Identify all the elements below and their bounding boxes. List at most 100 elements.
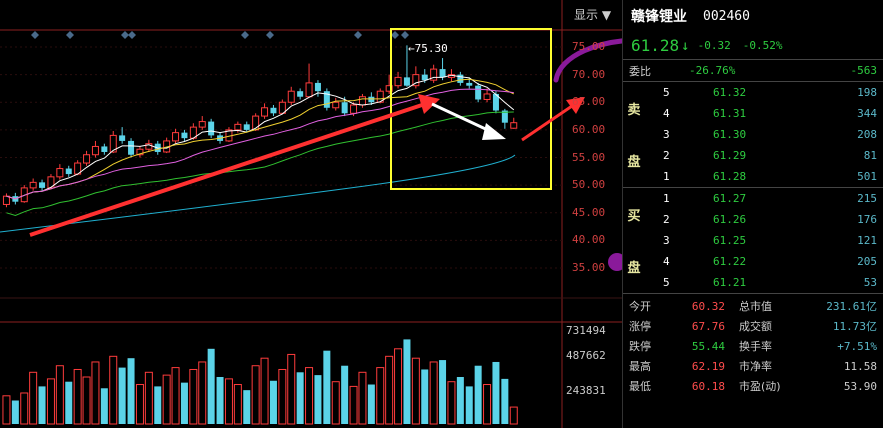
sell-order-price: 61.31 bbox=[713, 107, 747, 120]
volume-bar bbox=[474, 365, 482, 424]
stat-label-2: 市净率 bbox=[739, 360, 772, 373]
event-marker-icon bbox=[266, 31, 274, 39]
price-change: -0.32 bbox=[697, 39, 731, 52]
display-menu-button[interactable]: 显示 ▼ bbox=[574, 6, 611, 23]
sell-order-volume: 81 bbox=[863, 149, 877, 162]
volume-bar bbox=[447, 381, 456, 425]
candle-body bbox=[2, 195, 10, 205]
volume-bar bbox=[367, 384, 375, 424]
sell-order-price: 61.32 bbox=[713, 86, 747, 99]
event-marker-icon bbox=[66, 31, 74, 39]
candle-body bbox=[128, 140, 135, 155]
candle-body bbox=[181, 132, 188, 139]
volume-bar bbox=[46, 378, 55, 425]
down-arrow-icon: ↓ bbox=[681, 37, 690, 54]
sell-order-row[interactable]: 4 61.31 344 bbox=[623, 103, 883, 124]
volume-tick-label: 243831 bbox=[566, 384, 606, 397]
up-arrow bbox=[521, 102, 576, 142]
ma60-line bbox=[0, 154, 516, 233]
volume-bar bbox=[358, 371, 367, 425]
candle-body bbox=[65, 168, 72, 175]
stat-label: 涨停 bbox=[629, 320, 651, 333]
stat-row: 最低 60.18 市盈(动) 53.90 bbox=[623, 376, 883, 396]
buy-order-level: 1 bbox=[663, 192, 670, 205]
candle-body bbox=[394, 76, 402, 87]
buy-order-row[interactable]: 4 61.22 205 bbox=[623, 251, 883, 272]
volume-bar bbox=[509, 406, 518, 425]
candle-body bbox=[501, 110, 508, 123]
volume-tick-label: 731494 bbox=[566, 324, 606, 337]
volume-bar bbox=[135, 384, 144, 425]
candle-body bbox=[136, 148, 144, 156]
stat-label: 今开 bbox=[629, 300, 651, 313]
price-tick-label: 45.00 bbox=[572, 205, 606, 219]
stat-value-2: 231.61亿 bbox=[826, 300, 877, 313]
candle-body bbox=[403, 77, 410, 86]
sell-label-1: 卖 bbox=[627, 102, 641, 118]
sell-order-volume: 344 bbox=[857, 107, 877, 120]
candle-body bbox=[83, 154, 91, 164]
price-tick-label: 40.00 bbox=[572, 233, 606, 247]
candle-body bbox=[101, 146, 108, 152]
volume-bar bbox=[456, 377, 464, 424]
volume-bar bbox=[109, 355, 118, 425]
sell-order-row[interactable]: 1 61.28 501 bbox=[623, 166, 883, 187]
buy-order-price: 61.25 bbox=[713, 234, 747, 247]
price-tick-label: 60.00 bbox=[572, 122, 606, 136]
event-marker-icon bbox=[401, 31, 409, 39]
buy-order-volume: 53 bbox=[863, 276, 877, 289]
buy-order-row[interactable]: 5 61.21 53 bbox=[623, 272, 883, 293]
buy-order-row[interactable]: 3 61.25 121 bbox=[623, 230, 883, 251]
price-row: 61.28 ↓ -0.32 -0.52% bbox=[623, 32, 883, 60]
candle-body bbox=[412, 74, 420, 87]
volume-bar bbox=[73, 368, 82, 425]
buy-order-level: 5 bbox=[663, 276, 670, 289]
volume-bar bbox=[82, 376, 91, 425]
buy-order-price: 61.21 bbox=[713, 276, 747, 289]
question-mark-dot bbox=[608, 253, 622, 271]
sell-order-level: 3 bbox=[663, 128, 670, 141]
candle-body bbox=[376, 90, 384, 103]
sell-order-row[interactable]: 3 61.30 208 bbox=[623, 124, 883, 145]
stock-header: 赣锋锂业 002460 bbox=[623, 0, 883, 32]
volume-bar bbox=[189, 368, 198, 425]
sell-order-level: 1 bbox=[663, 170, 670, 183]
candle-body bbox=[314, 82, 321, 92]
stat-label: 最低 bbox=[629, 380, 651, 393]
candle-body bbox=[270, 107, 277, 114]
volume-bar bbox=[207, 348, 215, 424]
candle-body bbox=[305, 82, 313, 98]
chart-canvas[interactable]: ←75.30 bbox=[0, 0, 622, 428]
buy-order-volume: 205 bbox=[857, 255, 877, 268]
buy-order-book: 买 盘 1 61.27 215 2 61.26 176 3 61.25 121 4 61.22 205… bbox=[623, 188, 883, 294]
volume-bar bbox=[314, 375, 322, 424]
candle-body bbox=[510, 122, 518, 129]
volume-bar bbox=[421, 369, 429, 424]
volume-bar bbox=[180, 382, 188, 424]
arrow-head-icon bbox=[566, 97, 585, 114]
buy-order-price: 61.22 bbox=[713, 255, 747, 268]
sell-order-row[interactable]: 2 61.29 81 bbox=[623, 145, 883, 166]
kline-chart[interactable]: ←75.30 显示 ▼ 75.00 70.00 65.00 60.00 55.00 50.… bbox=[0, 0, 622, 428]
stat-row: 最高 62.19 市净率 11.58 bbox=[623, 356, 883, 376]
max-price-annotation: ←75.30 bbox=[408, 42, 448, 55]
stat-row: 涨停 67.76 成交额 11.73亿 bbox=[623, 316, 883, 336]
volume-bar bbox=[162, 374, 171, 425]
candle-body bbox=[47, 176, 55, 189]
volume-bar bbox=[100, 388, 108, 424]
candle-body bbox=[234, 123, 242, 131]
stat-value: 60.32 bbox=[691, 299, 725, 313]
candle-body bbox=[483, 93, 491, 100]
buy-label-2: 盘 bbox=[627, 261, 641, 277]
price-tick-label: 55.00 bbox=[572, 150, 606, 164]
ma10-line bbox=[6, 78, 515, 200]
trend-arrow bbox=[29, 102, 426, 237]
volume-bar bbox=[216, 377, 224, 424]
stat-label-2: 总市值 bbox=[739, 300, 772, 313]
volume-bar bbox=[65, 381, 73, 424]
buy-order-row[interactable]: 1 61.27 215 bbox=[623, 188, 883, 209]
buy-order-level: 3 bbox=[663, 234, 670, 247]
candle-body bbox=[466, 82, 473, 86]
buy-order-row[interactable]: 2 61.26 176 bbox=[623, 209, 883, 230]
sell-order-row[interactable]: 5 61.32 198 bbox=[623, 82, 883, 103]
